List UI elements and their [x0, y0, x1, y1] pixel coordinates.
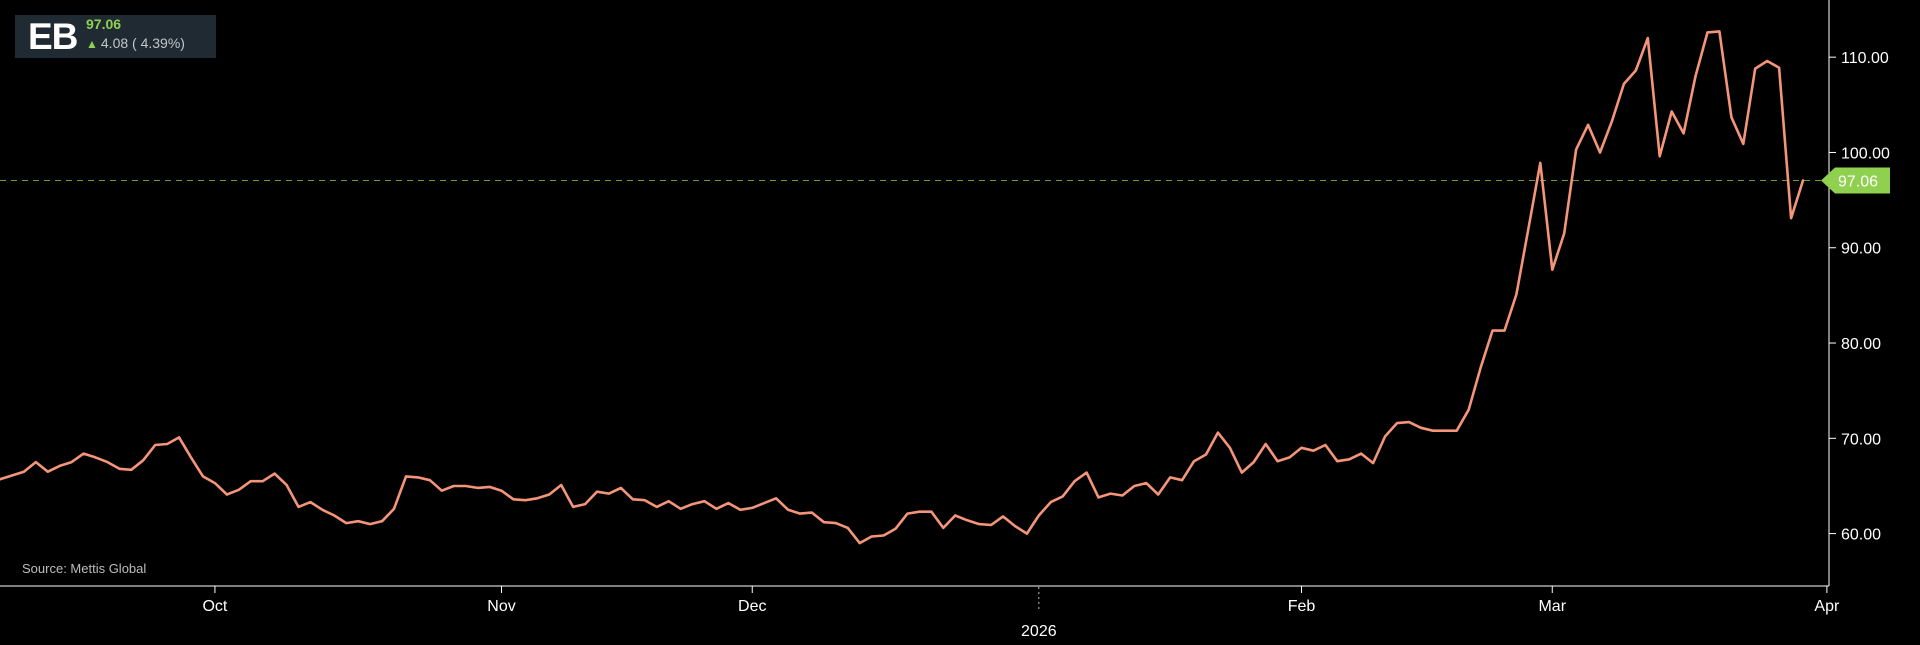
x-tick-label: Nov	[487, 598, 515, 615]
last-price-badge-label: 97.06	[1838, 173, 1878, 190]
ticker-price: 97.06	[86, 16, 122, 32]
series-line-layer	[0, 30, 1805, 545]
y-tick-label: 60.00	[1841, 527, 1881, 544]
x-tick-label: Apr	[1814, 598, 1840, 615]
y-tick-label: 80.00	[1841, 336, 1881, 353]
axis-layer: 60.00 70.00 80.00 90.00 100.00 110.00 Oct Nov De…	[0, 0, 1890, 640]
x-tick-label-year: 2026	[1021, 623, 1057, 640]
x-tick-label: Dec	[738, 598, 766, 615]
y-tick-label: 100.00	[1841, 145, 1890, 162]
source-note: Source: Mettis Global	[22, 561, 147, 576]
x-tick-label: Oct	[202, 598, 227, 615]
last-price-badge-layer: 97.06	[1821, 167, 1890, 194]
x-tick-label: Feb	[1288, 598, 1316, 615]
price-series-line	[0, 30, 1805, 545]
last-price-badge	[1821, 167, 1890, 194]
arrow-up-icon: ▲	[86, 37, 98, 51]
ticker-change: ▲ 4.08 ( 4.39%)	[86, 35, 185, 52]
x-tick-label: Mar	[1538, 598, 1566, 615]
y-tick-label: 90.00	[1841, 241, 1881, 258]
ticker-summary-box: EB 97.06 ▲ 4.08 ( 4.39%)	[15, 15, 216, 58]
y-tick-label: 110.00	[1841, 50, 1889, 67]
ticker-change-value: 4.08 ( 4.39%)	[100, 35, 185, 51]
ticker-symbol: EB	[28, 16, 78, 57]
y-tick-label: 70.00	[1841, 431, 1881, 448]
